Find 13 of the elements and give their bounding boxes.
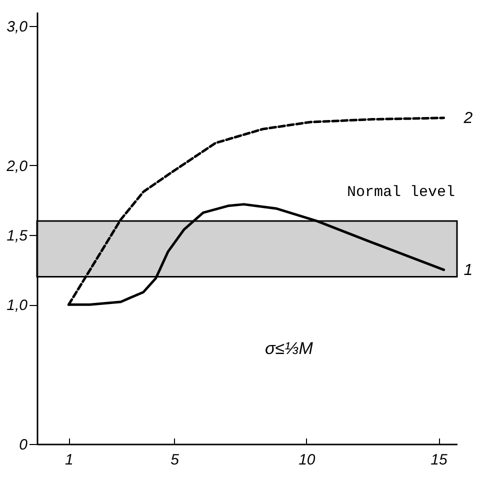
x-tick-label: 5 <box>170 452 180 468</box>
series-label: 1 <box>464 262 473 279</box>
annotation: σ≤⅓M <box>265 338 314 358</box>
y-tick-label: 3,0 <box>6 18 28 36</box>
y-tick-label: 1,5 <box>6 227 28 244</box>
band-label: Normal level <box>346 184 455 202</box>
series-label: 2 <box>462 110 473 127</box>
x-tick-label: 15 <box>430 452 448 468</box>
y-tick-label: 0 <box>19 436 28 454</box>
x-tick-label: 10 <box>298 452 316 468</box>
x-tick-label: 1 <box>65 452 74 468</box>
y-tick-label: 1,0 <box>6 297 28 314</box>
y-tick-label: 2,0 <box>6 158 28 175</box>
